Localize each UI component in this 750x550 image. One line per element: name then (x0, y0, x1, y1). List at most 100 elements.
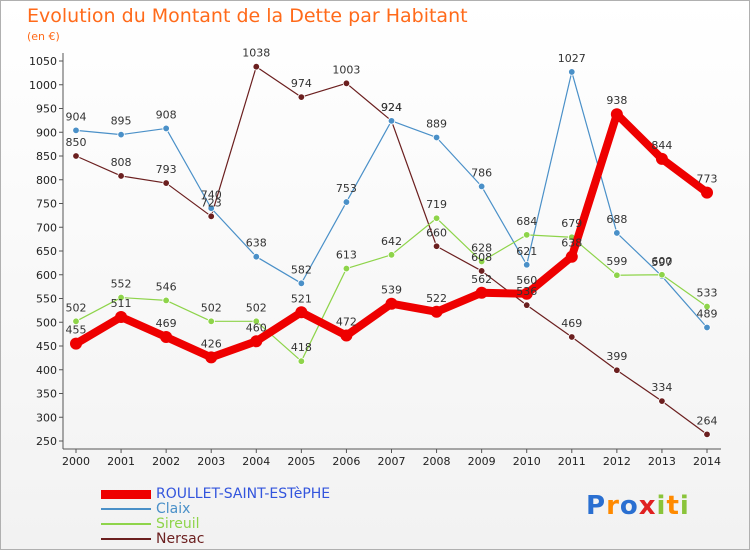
data-label: 688 (606, 213, 627, 226)
x-tick-label: 2011 (558, 455, 586, 468)
data-label: 974 (291, 77, 312, 90)
data-label: 469 (561, 317, 582, 330)
data-point (342, 198, 351, 206)
data-label: 472 (336, 316, 357, 329)
data-point (72, 152, 80, 160)
data-label: 608 (471, 251, 492, 264)
legend-item: Claix (101, 501, 361, 517)
data-label: 638 (561, 237, 582, 250)
data-point (117, 130, 125, 139)
data-point (432, 214, 441, 222)
data-label: 1003 (332, 63, 360, 76)
data-label: 1038 (242, 47, 270, 60)
data-point (520, 287, 533, 300)
data-label: 546 (156, 280, 177, 293)
data-point (70, 337, 82, 350)
data-point (117, 293, 125, 302)
legend-label: Claix (156, 501, 191, 517)
data-label: 924 (381, 101, 402, 114)
y-tick-label: 950 (36, 103, 57, 116)
x-tick-label: 2013 (648, 455, 676, 468)
data-point (477, 182, 486, 191)
data-label: 334 (651, 381, 672, 394)
data-point (610, 108, 623, 121)
x-tick-label: 2005 (287, 455, 315, 468)
data-label: 753 (336, 182, 357, 195)
x-tick-label: 2009 (468, 455, 496, 468)
data-point (613, 229, 621, 237)
data-label: 469 (156, 317, 177, 330)
data-point (523, 261, 531, 269)
data-label: 793 (156, 163, 177, 176)
chart-title: Evolution du Montant de la Dette par Hab… (27, 5, 468, 27)
data-label: 552 (111, 278, 132, 291)
y-tick-label: 900 (36, 126, 57, 139)
data-label: 850 (66, 136, 87, 149)
data-label: 502 (201, 301, 222, 314)
data-label: 502 (66, 301, 87, 314)
legend-label: Nersac (156, 531, 205, 547)
y-tick-label: 1000 (29, 79, 57, 92)
x-tick-label: 2003 (197, 455, 225, 468)
y-tick-label: 600 (36, 269, 57, 282)
data-label: 511 (111, 297, 132, 310)
x-tick-label: 2014 (693, 455, 721, 468)
data-point (387, 251, 396, 259)
data-point (568, 68, 576, 76)
data-point (613, 366, 621, 374)
data-label: 264 (697, 414, 718, 427)
legend-swatch (101, 538, 151, 540)
data-label: 600 (651, 255, 672, 268)
data-label: 895 (111, 115, 132, 128)
logo-letter: i (656, 491, 667, 521)
data-point (477, 267, 486, 275)
logo-letter: o (619, 491, 639, 521)
data-label: 740 (201, 188, 222, 201)
data-point (475, 286, 488, 299)
data-point (477, 257, 486, 266)
data-point (387, 117, 396, 125)
y-tick-label: 350 (36, 388, 57, 401)
logo-letter: r (606, 491, 620, 521)
data-label: 628 (471, 241, 492, 254)
y-tick-label: 700 (36, 221, 57, 234)
legend-label: Sireuil (156, 516, 200, 532)
y-tick-label: 650 (36, 245, 57, 258)
data-label: 613 (336, 249, 357, 262)
y-tick-label: 800 (36, 174, 57, 187)
data-label: 924 (381, 101, 402, 114)
data-label: 684 (516, 215, 537, 228)
data-point (568, 333, 576, 341)
legend-item: ROULLET-SAINT-ESTèPHE (101, 486, 361, 502)
x-tick-label: 2012 (603, 455, 631, 468)
y-tick-label: 400 (36, 364, 57, 377)
data-label: 621 (516, 245, 537, 258)
data-point (385, 297, 398, 310)
data-point (297, 279, 306, 287)
data-point (432, 242, 441, 250)
data-point (207, 317, 215, 325)
data-label: 719 (426, 198, 447, 211)
data-label: 455 (66, 324, 87, 337)
data-label: 522 (426, 292, 447, 305)
data-label: 642 (381, 235, 402, 248)
data-label: 418 (291, 341, 312, 354)
legend-item: Sireuil (101, 516, 361, 532)
data-point (117, 172, 125, 180)
data-point (160, 330, 173, 343)
data-label: 908 (156, 108, 177, 121)
y-tick-label: 450 (36, 340, 57, 353)
data-point (72, 126, 80, 135)
data-point (658, 397, 666, 405)
x-tick-label: 2002 (152, 455, 180, 468)
y-tick-label: 500 (36, 316, 57, 329)
data-label: 889 (426, 117, 447, 130)
data-label: 786 (471, 166, 492, 179)
data-point (207, 204, 215, 212)
data-point (207, 212, 215, 221)
data-point (342, 79, 351, 88)
data-point (613, 271, 621, 279)
data-label: 582 (291, 263, 312, 276)
